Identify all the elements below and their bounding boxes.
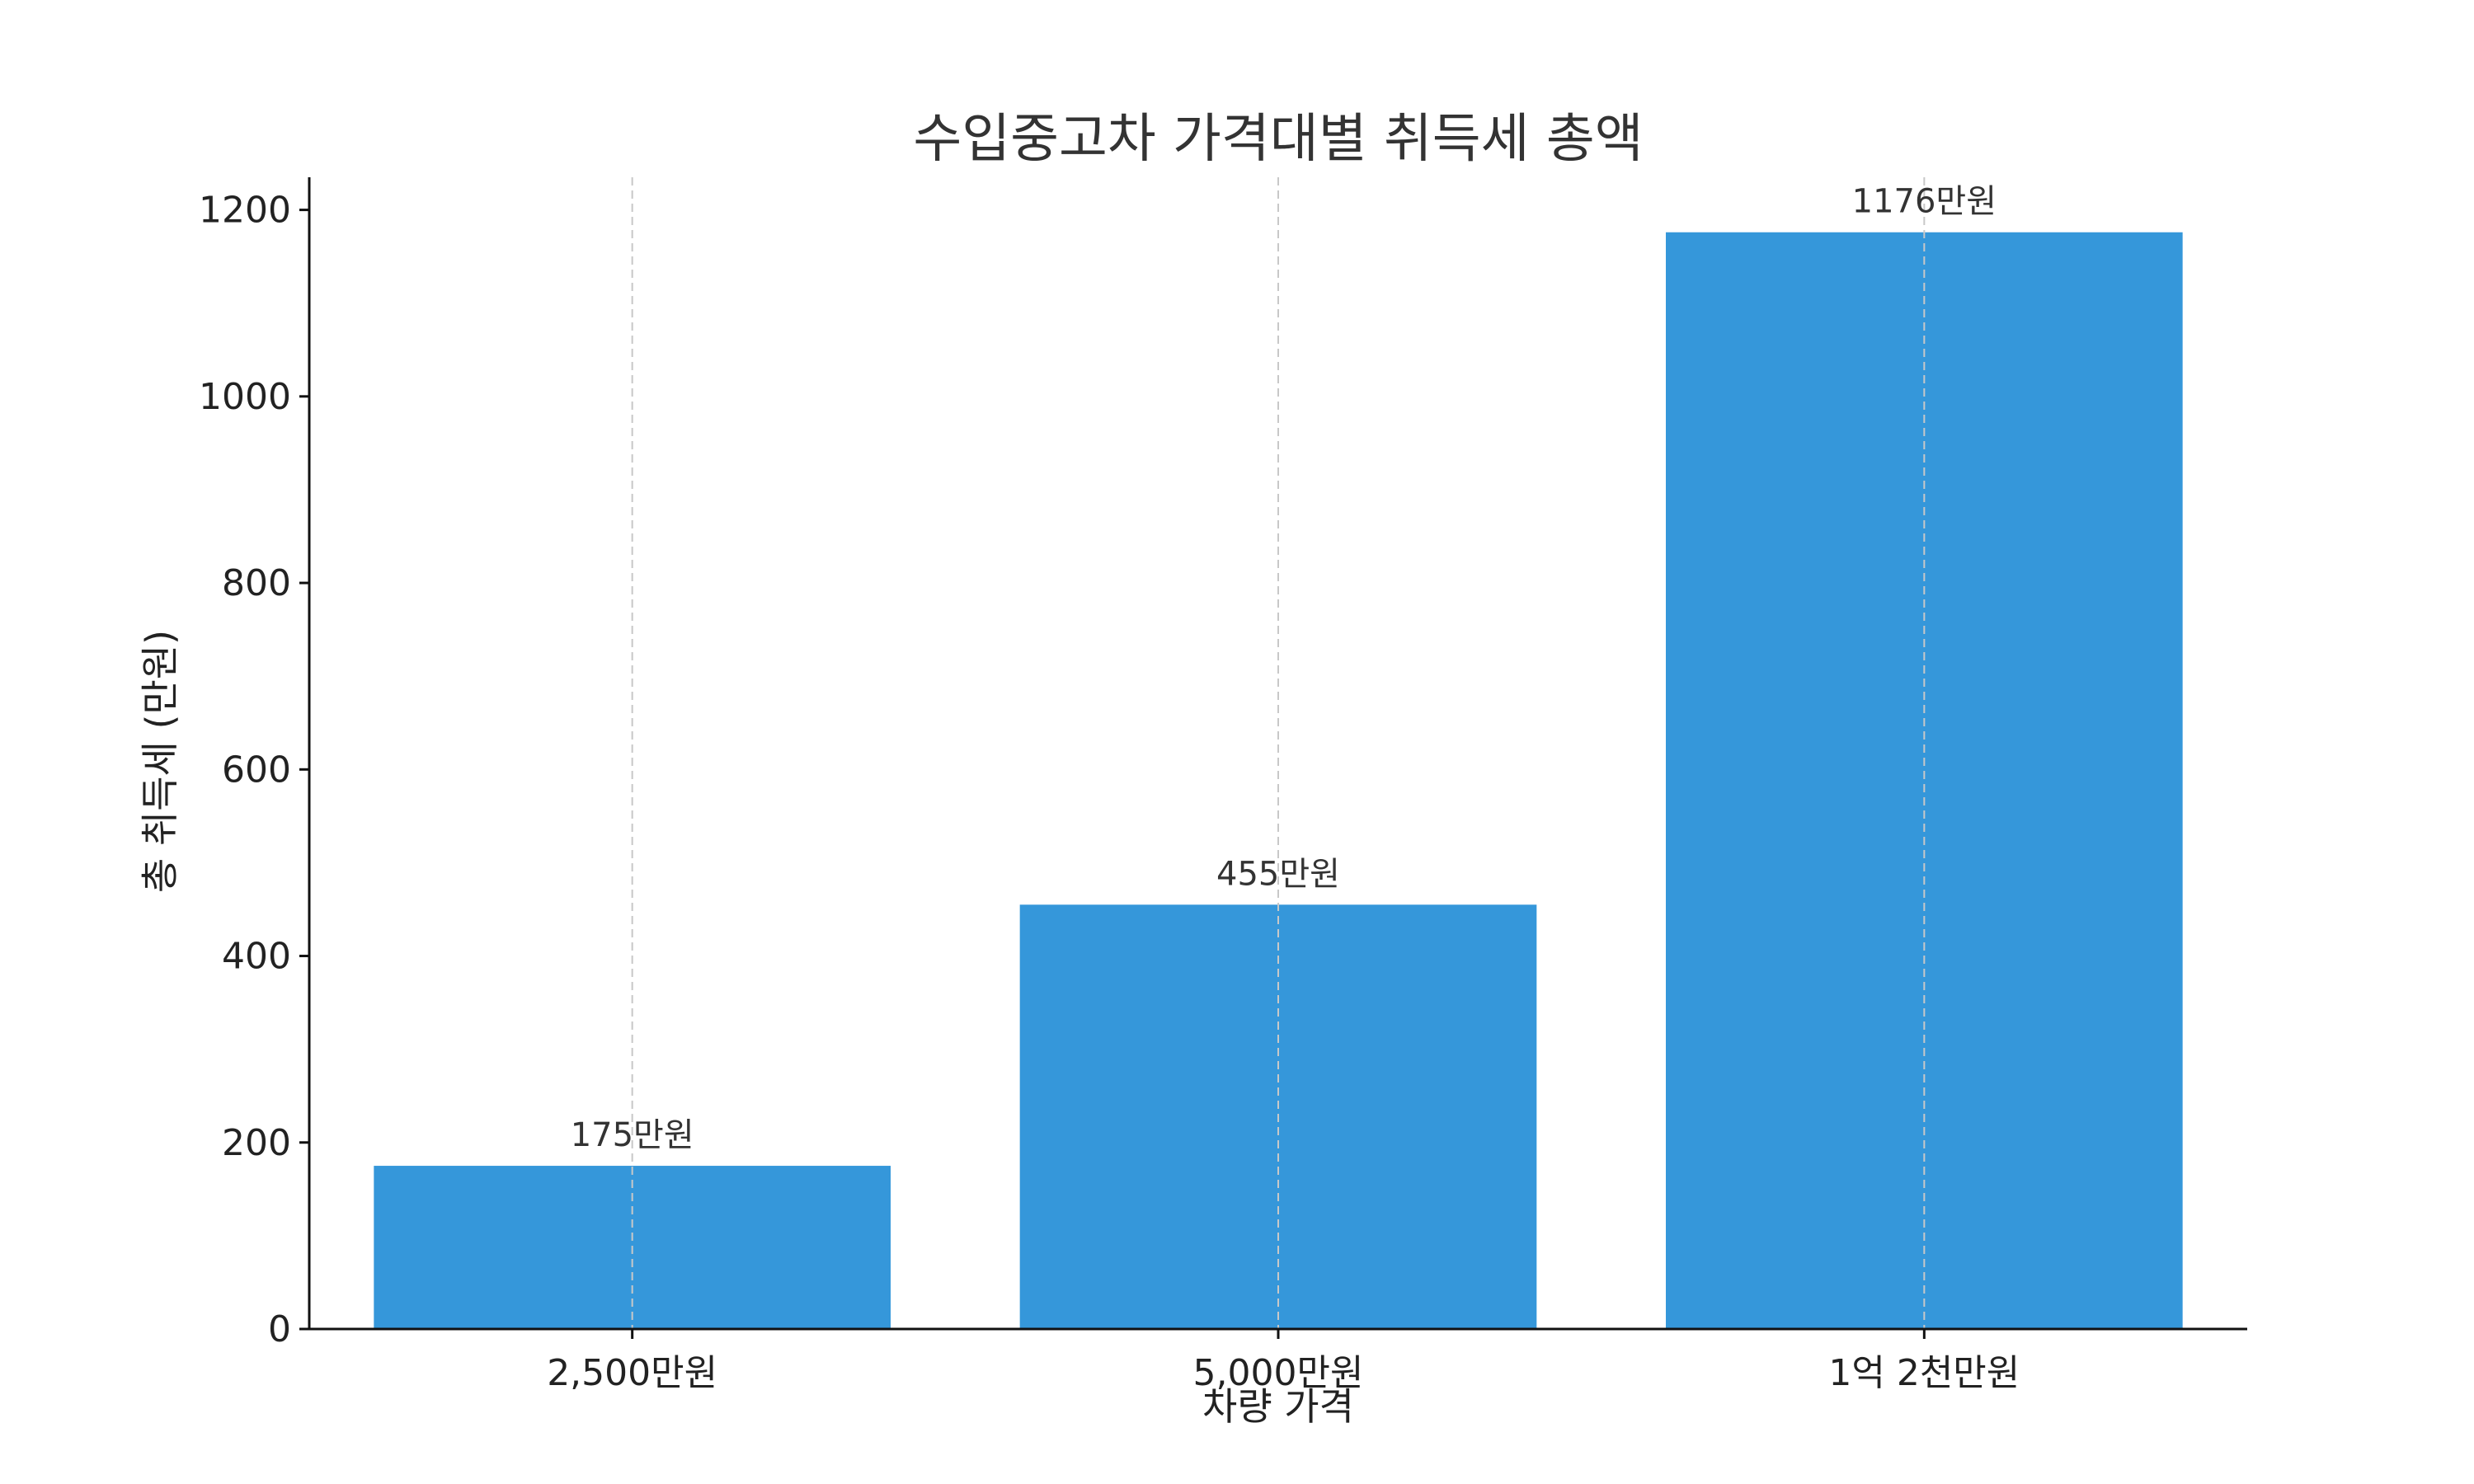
bars-layer: [374, 232, 2183, 1329]
x-tick-label-1: 5,000만원: [1193, 1352, 1364, 1394]
grid-layer: [631, 177, 1926, 1329]
value-label-0: 175만원: [571, 1116, 694, 1154]
value-label-1: 455만원: [1216, 855, 1340, 893]
bar-2: [1666, 232, 2183, 1329]
y-tick-label-2: 400: [222, 936, 291, 978]
y-tick-label-4: 800: [222, 562, 291, 604]
y-tick-label-3: 600: [222, 749, 291, 791]
x-ticks-layer: 2,500만원 5,000만원 1억 2천만원: [547, 1329, 2020, 1394]
x-axis-title: 차량 가격: [1202, 1384, 1354, 1429]
x-tick-label-2: 1억 2천만원: [1828, 1352, 2020, 1394]
y-ticks-layer: 0 200 400 600 800 1000 1200: [199, 190, 309, 1350]
chart-title: 수입중고차 가격대별 취득세 총액: [913, 109, 1643, 170]
y-tick-label-5: 1000: [199, 376, 291, 418]
y-tick-label-1: 200: [222, 1122, 291, 1164]
value-labels-layer: 175만원 455만원 1176만원: [571, 183, 1997, 1154]
x-tick-label-0: 2,500만원: [547, 1352, 717, 1394]
y-tick-label-0: 0: [268, 1308, 291, 1350]
value-label-2: 1176만원: [1852, 183, 1997, 221]
y-axis-title: 총 취득세 (만원): [138, 630, 182, 893]
y-tick-label-6: 1200: [199, 190, 291, 232]
